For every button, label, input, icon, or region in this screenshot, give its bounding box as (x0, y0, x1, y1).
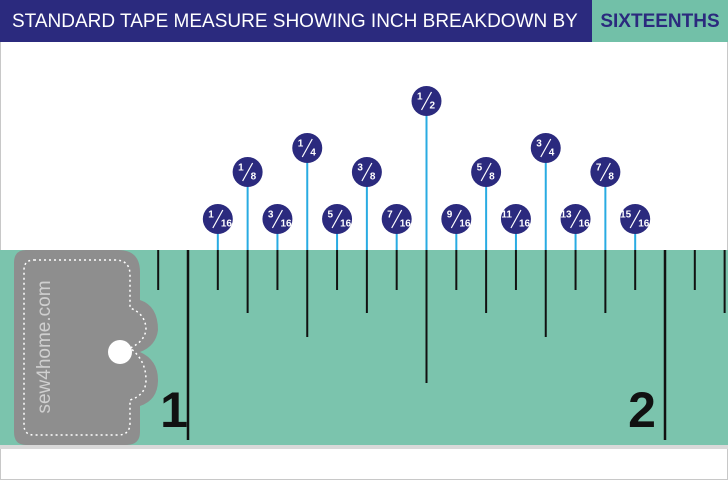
numerator: 3 (536, 139, 542, 150)
fraction-slash (242, 162, 254, 182)
title: STANDARD TAPE MEASURE SHOWING INCH BREAK… (12, 11, 578, 32)
denominator: 2 (430, 101, 436, 112)
numerator: 1 (417, 92, 423, 103)
numerator: 7 (387, 210, 393, 221)
denominator: 16 (400, 219, 412, 230)
tab-hole (108, 340, 132, 364)
fraction-slash (599, 162, 611, 182)
numerator: 7 (596, 163, 602, 174)
fraction-slash (540, 138, 552, 158)
numerator: 1 (238, 163, 244, 174)
fraction-slash (480, 162, 492, 182)
denominator: 8 (608, 172, 614, 183)
fraction-slash (331, 209, 343, 229)
denominator: 8 (370, 172, 376, 183)
highlight-box (592, 0, 728, 42)
inch-label: 2 (628, 382, 656, 438)
fraction-slash (570, 209, 582, 229)
tape-shadow (0, 445, 728, 449)
numerator: 1 (298, 139, 304, 150)
denominator: 16 (519, 219, 531, 230)
numerator: 1 (208, 210, 214, 221)
brand: sew4home.com (34, 280, 55, 413)
tape-tab (14, 250, 158, 445)
pins: 1161831614516387161291658111634131678151… (202, 86, 651, 250)
fraction-slash (391, 209, 403, 229)
numerator: 9 (447, 210, 453, 221)
title-highlight: SIXTEENTHS (600, 11, 719, 32)
denominator: 16 (340, 219, 352, 230)
fraction-slash (301, 138, 313, 158)
fraction-slash (450, 209, 462, 229)
numerator: 13 (560, 210, 572, 221)
denominator: 16 (579, 219, 591, 230)
denominator: 8 (251, 172, 257, 183)
numerator: 11 (501, 210, 512, 221)
denominator: 16 (459, 219, 471, 230)
fraction-slash (271, 209, 283, 229)
denominator: 8 (489, 172, 495, 183)
fraction-slash (420, 91, 433, 111)
fraction-slash (361, 162, 373, 182)
numerator: 3 (357, 163, 363, 174)
fraction-slash (212, 209, 224, 229)
inch-label: 1 (160, 382, 188, 438)
fraction-slash (629, 209, 641, 229)
denominator: 4 (549, 148, 555, 159)
denominator: 16 (638, 219, 650, 230)
fraction-slash (510, 209, 522, 229)
numerator: 15 (620, 210, 632, 221)
denominator: 16 (221, 219, 233, 230)
numerator: 5 (328, 210, 334, 221)
denominator: 4 (310, 148, 316, 159)
ticks (157, 250, 726, 440)
numerator: 3 (268, 210, 274, 221)
title-bar (0, 0, 592, 42)
denominator: 16 (280, 219, 292, 230)
numerator: 5 (477, 163, 483, 174)
